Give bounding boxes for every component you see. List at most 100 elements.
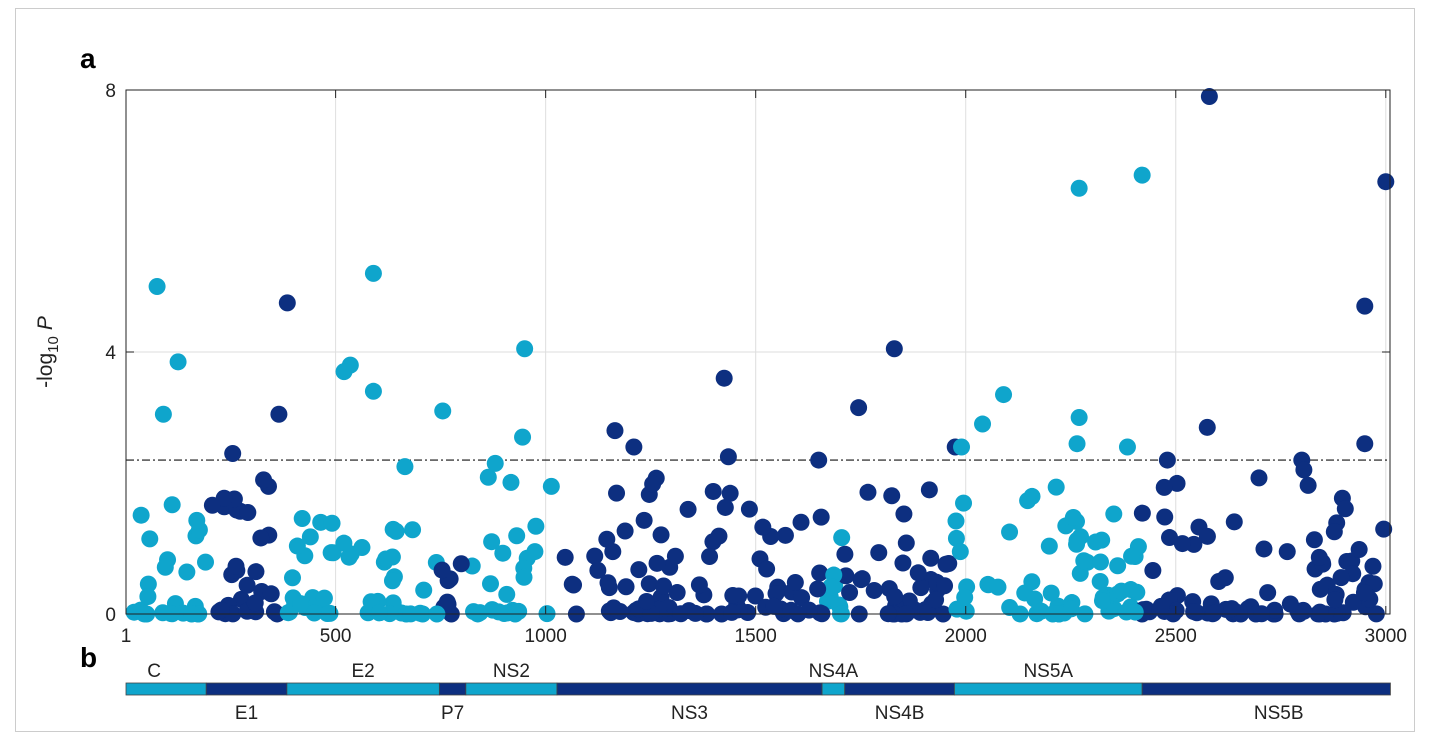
data-point	[288, 537, 306, 555]
data-point	[404, 521, 422, 539]
data-point	[704, 482, 722, 500]
data-point	[305, 604, 323, 622]
data-point	[1023, 573, 1041, 591]
data-point	[947, 512, 965, 530]
data-point	[1223, 600, 1241, 618]
gene-segment	[556, 682, 823, 696]
data-point	[1356, 297, 1374, 315]
data-point	[238, 576, 256, 594]
data-point	[154, 604, 172, 622]
data-point	[679, 500, 697, 518]
data-point	[139, 588, 157, 606]
data-point	[1001, 599, 1019, 617]
data-point	[823, 578, 841, 596]
x-tick-label: 1	[121, 626, 132, 647]
data-point	[563, 575, 581, 593]
data-point	[1205, 604, 1223, 622]
data-point	[1070, 409, 1088, 426]
data-point	[498, 585, 516, 603]
data-point	[951, 543, 969, 561]
data-point	[1040, 537, 1058, 555]
data-point	[481, 575, 499, 593]
data-point	[279, 604, 297, 622]
data-points	[125, 88, 1395, 623]
data-point	[870, 544, 888, 562]
y-tick-label: 0	[105, 605, 116, 626]
data-point	[255, 471, 273, 489]
data-point	[1112, 582, 1130, 600]
data-point	[1311, 580, 1329, 598]
data-point	[293, 510, 311, 528]
gene-label: E1	[235, 703, 258, 724]
data-point	[885, 340, 903, 358]
data-point	[156, 558, 174, 576]
data-point	[527, 517, 545, 535]
data-point	[1105, 505, 1123, 523]
y-tick-label: 8	[105, 81, 116, 102]
data-point	[765, 597, 783, 615]
data-point	[515, 568, 533, 586]
data-point	[655, 577, 673, 595]
gene-segment	[286, 682, 440, 696]
data-point	[387, 522, 405, 540]
data-point	[224, 445, 242, 463]
gene-segment	[953, 682, 1143, 696]
data-point	[542, 477, 560, 495]
data-point	[793, 589, 811, 607]
data-point	[690, 576, 708, 594]
data-point	[919, 604, 937, 622]
data-point	[886, 588, 904, 606]
data-point	[486, 454, 504, 472]
data-point	[666, 547, 684, 565]
data-point	[1091, 553, 1109, 571]
data-point	[1250, 469, 1268, 487]
gene-label: NS5A	[1023, 661, 1073, 682]
data-point	[740, 500, 758, 518]
data-point	[1326, 591, 1344, 609]
data-point	[605, 599, 623, 617]
data-point	[247, 563, 265, 581]
gene-segment	[1141, 682, 1391, 696]
data-point	[1332, 569, 1350, 587]
gene-segment	[844, 682, 955, 696]
data-point	[837, 567, 855, 585]
data-point	[1047, 478, 1065, 496]
data-point	[1225, 513, 1243, 531]
data-point	[1305, 531, 1323, 549]
data-point	[608, 484, 626, 502]
data-point	[956, 588, 974, 606]
data-point	[719, 448, 737, 466]
data-point	[335, 363, 353, 381]
data-point	[1019, 492, 1037, 510]
data-point	[927, 591, 945, 609]
data-point	[894, 554, 912, 572]
data-point	[1336, 500, 1354, 518]
data-point	[936, 577, 954, 595]
data-point	[1310, 548, 1328, 566]
data-point	[599, 574, 617, 592]
data-point	[883, 487, 901, 505]
data-point	[1255, 540, 1273, 558]
data-point	[1281, 595, 1299, 613]
x-tick-label: 500	[320, 626, 352, 647]
data-point	[1350, 540, 1368, 558]
data-point	[283, 569, 301, 587]
gene-label: P7	[441, 703, 464, 724]
data-point	[746, 587, 764, 605]
data-point	[227, 557, 245, 575]
data-point	[895, 505, 913, 523]
data-point	[301, 528, 319, 546]
data-point	[1216, 569, 1234, 587]
data-point	[586, 547, 604, 565]
data-point	[652, 526, 670, 544]
data-point	[850, 399, 868, 417]
data-point	[212, 601, 230, 619]
data-point	[1185, 603, 1203, 621]
gene-label: E2	[352, 661, 375, 682]
data-point	[922, 549, 940, 567]
x-tick-label: 2000	[945, 626, 987, 647]
data-point	[321, 604, 339, 622]
data-point	[989, 578, 1007, 596]
panel-label-b: b	[80, 642, 97, 673]
data-point	[912, 579, 930, 597]
